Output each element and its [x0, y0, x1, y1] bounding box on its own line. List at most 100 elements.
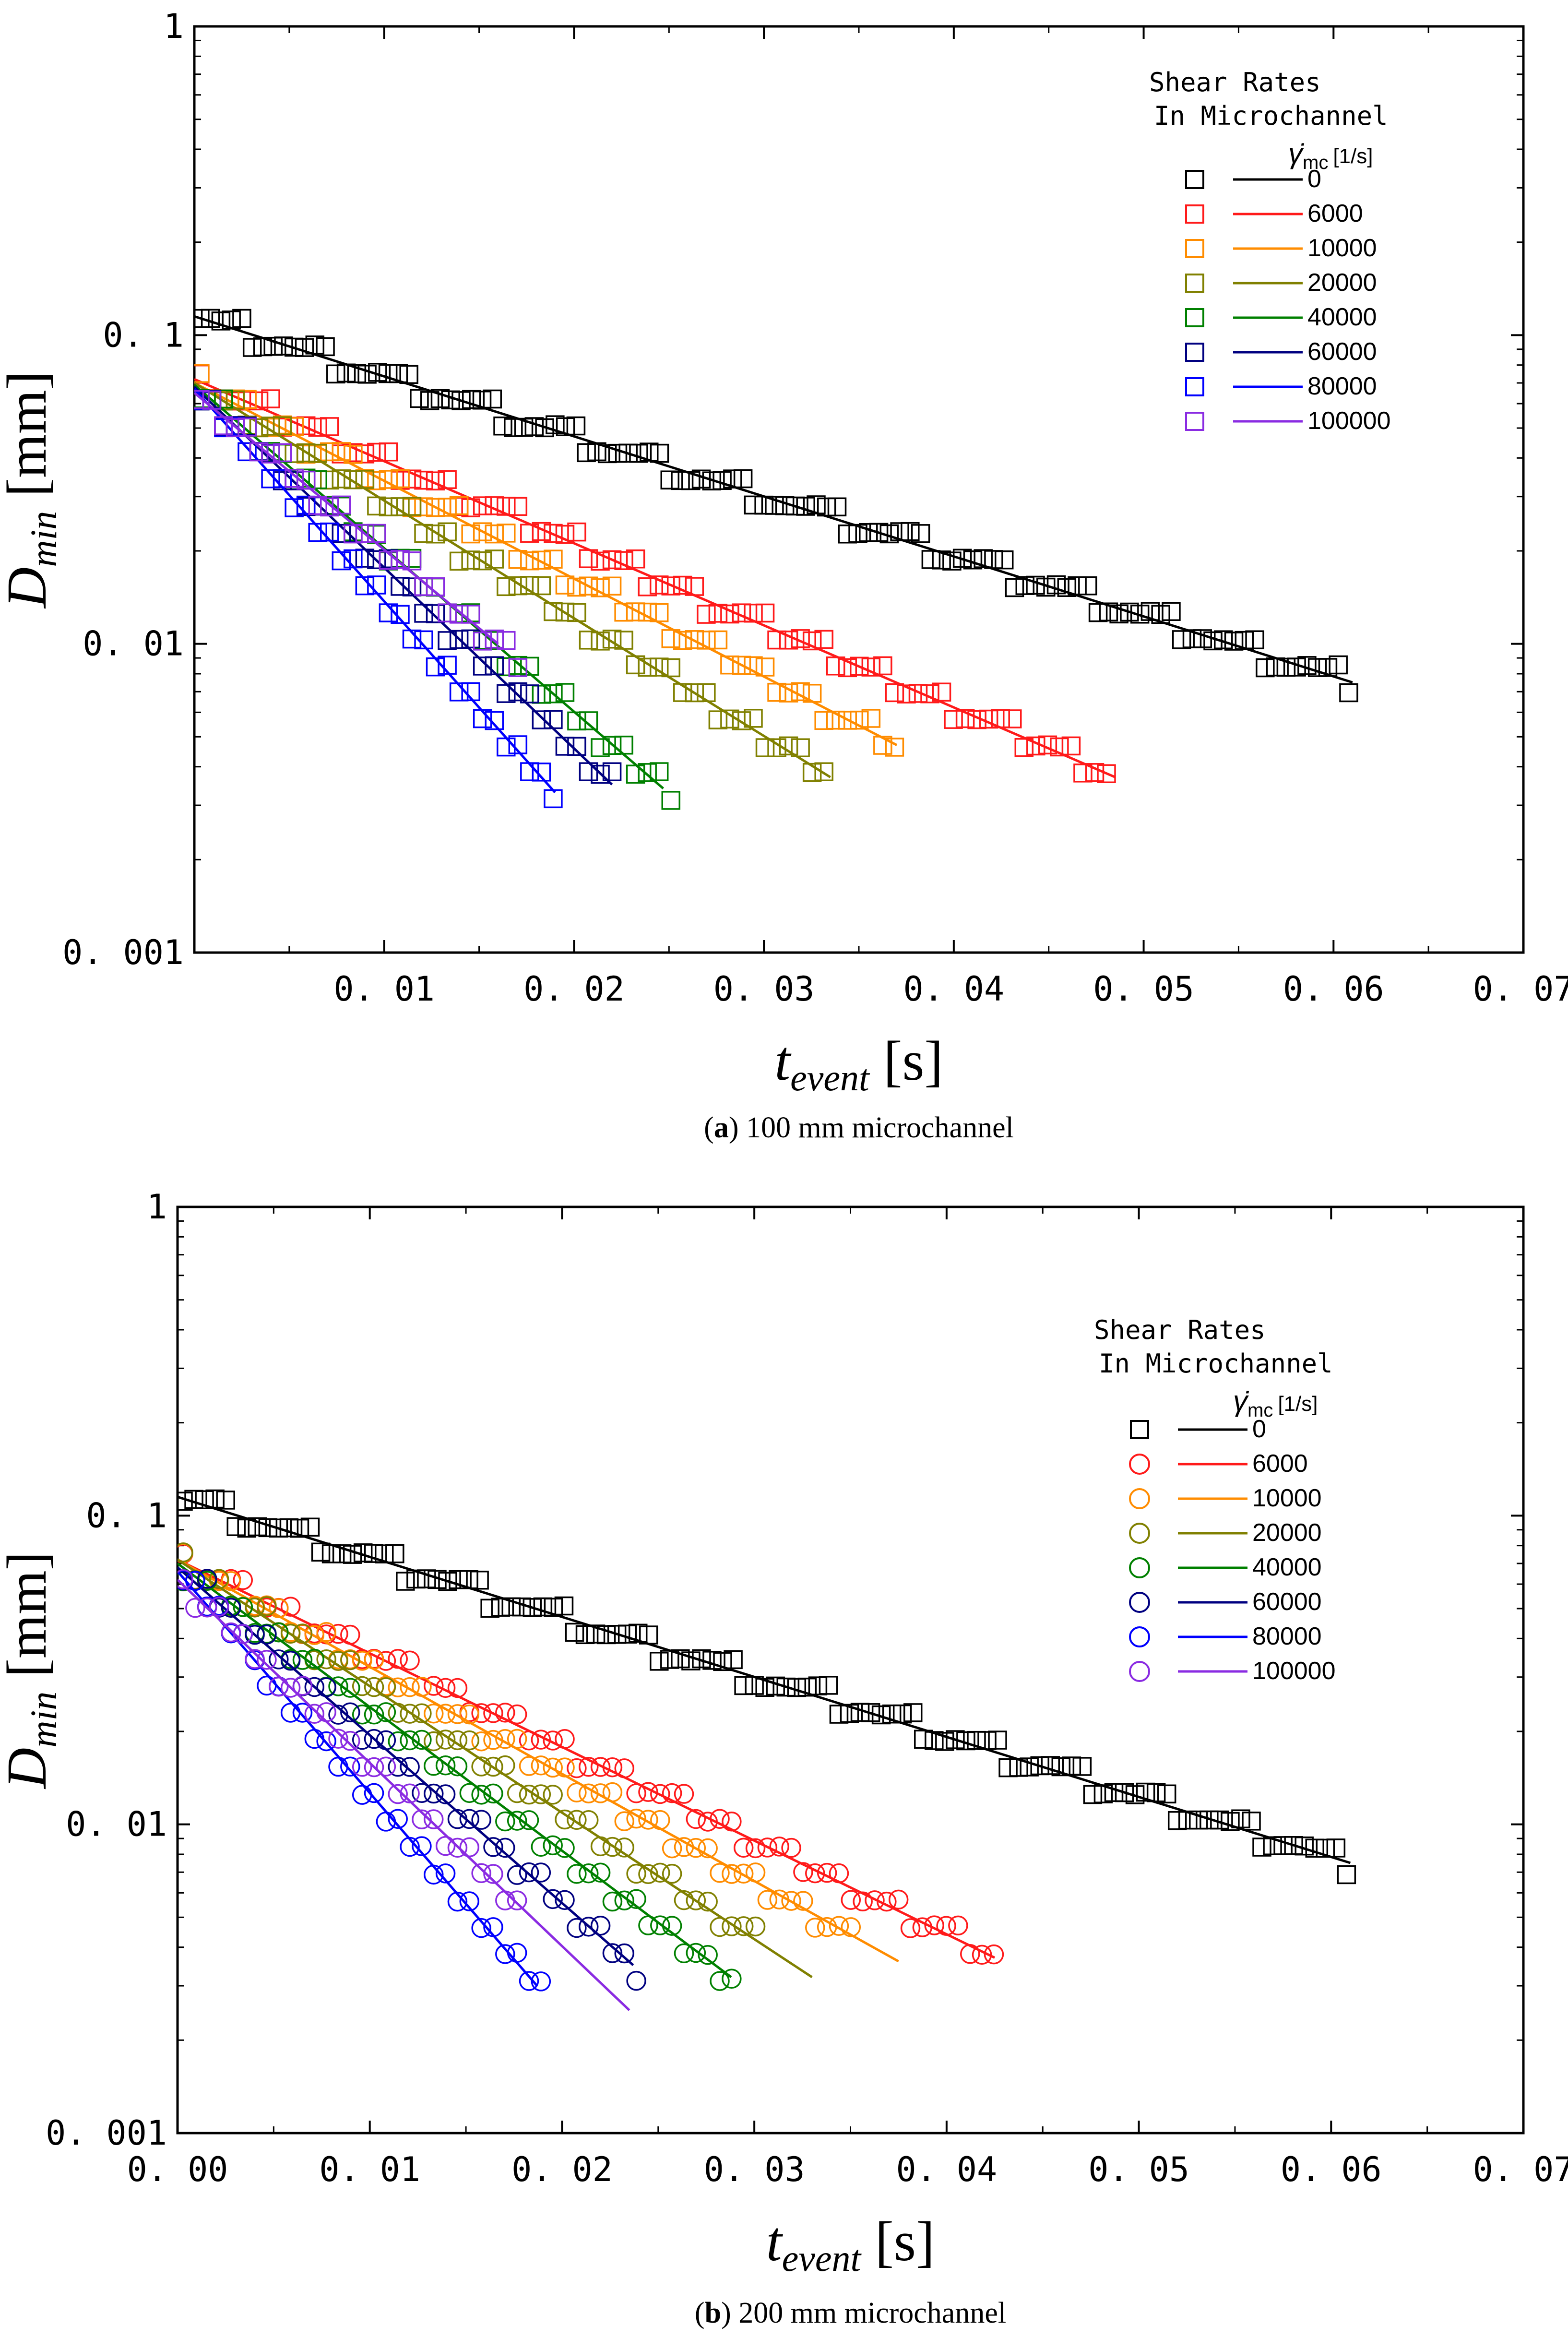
data-point — [544, 789, 563, 809]
legend-marker-0 — [1185, 170, 1204, 189]
data-point — [776, 1677, 796, 1697]
data-point — [216, 1491, 235, 1510]
x-tick-label: 0. 03 — [704, 2150, 805, 2189]
data-point — [661, 791, 680, 810]
data-point — [497, 524, 516, 543]
data-point — [426, 577, 445, 596]
data-point — [555, 737, 575, 756]
data-point — [308, 523, 327, 542]
data-point — [531, 1755, 551, 1776]
data-point — [577, 443, 596, 463]
data-point — [556, 417, 575, 437]
legend-label-0: 0 — [1252, 1415, 1266, 1443]
legend-marker-80000 — [1129, 1626, 1150, 1647]
data-point — [838, 658, 857, 678]
data-point — [544, 684, 563, 704]
data-point — [367, 496, 386, 516]
fit-line-10000 — [178, 1558, 899, 1963]
data-point — [328, 1729, 348, 1749]
data-point — [698, 1838, 718, 1859]
data-point — [532, 685, 551, 704]
data-point — [546, 415, 565, 434]
data-point — [459, 1891, 480, 1911]
data-point — [566, 416, 586, 436]
x-tick-label: 0. 02 — [511, 2150, 613, 2189]
data-point — [838, 525, 857, 544]
data-point — [638, 657, 657, 677]
data-point — [531, 1730, 551, 1750]
data-point — [1256, 658, 1275, 678]
data-point — [396, 1572, 415, 1591]
data-point — [430, 389, 450, 408]
x-tick-label: 0. 02 — [523, 969, 625, 1009]
data-point — [765, 496, 784, 515]
data-point — [591, 764, 610, 784]
data-point — [352, 1704, 372, 1725]
legend-unit: [1/s] — [1333, 144, 1373, 168]
data-point — [438, 631, 457, 650]
fit-line-6000 — [178, 1558, 996, 1959]
data-point — [661, 658, 680, 678]
data-point — [364, 1729, 384, 1749]
caption-open: ( — [704, 1111, 714, 1144]
data-point — [221, 1598, 241, 1618]
data-point — [296, 443, 316, 463]
data-point — [257, 1596, 277, 1616]
data-point — [461, 629, 480, 649]
data-point — [650, 1810, 670, 1830]
data-point — [426, 604, 445, 623]
series-80000 — [194, 388, 563, 809]
data-point — [194, 390, 210, 409]
legend-marker-20000 — [1185, 274, 1204, 293]
data-point — [320, 417, 339, 436]
data-point — [245, 1624, 265, 1645]
data-point — [671, 1649, 690, 1669]
legend-label-10000: 10000 — [1252, 1484, 1322, 1512]
data-point — [340, 1678, 360, 1698]
data-point — [257, 1649, 277, 1670]
data-point — [514, 418, 534, 437]
x-tick-label: 0. 04 — [896, 2150, 997, 2189]
data-point — [1078, 576, 1097, 596]
data-point — [1182, 629, 1202, 648]
data-point — [710, 1971, 730, 1991]
data-point — [555, 602, 575, 622]
data-point — [508, 658, 528, 677]
data-point — [579, 711, 598, 730]
data-point — [908, 684, 928, 703]
data-point — [744, 709, 763, 728]
data-point — [316, 1731, 336, 1752]
data-point — [873, 656, 892, 676]
data-point — [1329, 655, 1348, 675]
data-point — [414, 470, 433, 490]
data-point — [320, 470, 339, 490]
data-point — [590, 1915, 611, 1936]
data-point — [755, 1678, 774, 1697]
data-point — [1284, 1836, 1303, 1855]
data-point — [507, 1890, 527, 1910]
data-point — [447, 1730, 468, 1751]
legend-marker-40000 — [1185, 308, 1204, 327]
data-point — [238, 442, 257, 462]
data-point — [473, 656, 492, 676]
data-point — [261, 469, 280, 489]
data-point — [495, 1703, 515, 1723]
legend-marker-100000 — [1129, 1661, 1150, 1682]
x-axis-title: tevent [s] — [774, 1029, 943, 1098]
data-point — [292, 1676, 313, 1696]
legend-label-10000: 10000 — [1307, 234, 1377, 262]
panel-caption: (a) 100 mm microchannel — [704, 1111, 1014, 1144]
data-point — [471, 1810, 491, 1830]
data-point — [861, 1703, 880, 1722]
data-point — [449, 630, 469, 649]
data-point — [507, 1704, 527, 1725]
data-point — [435, 1863, 456, 1884]
data-point — [660, 470, 680, 489]
data-point — [1120, 602, 1139, 622]
data-point — [814, 762, 833, 781]
data-point — [414, 604, 433, 623]
x-tick-label: 0. 05 — [1093, 969, 1194, 1009]
legend-marker-10000 — [1185, 239, 1204, 258]
legend-label-20000: 20000 — [1307, 269, 1377, 297]
